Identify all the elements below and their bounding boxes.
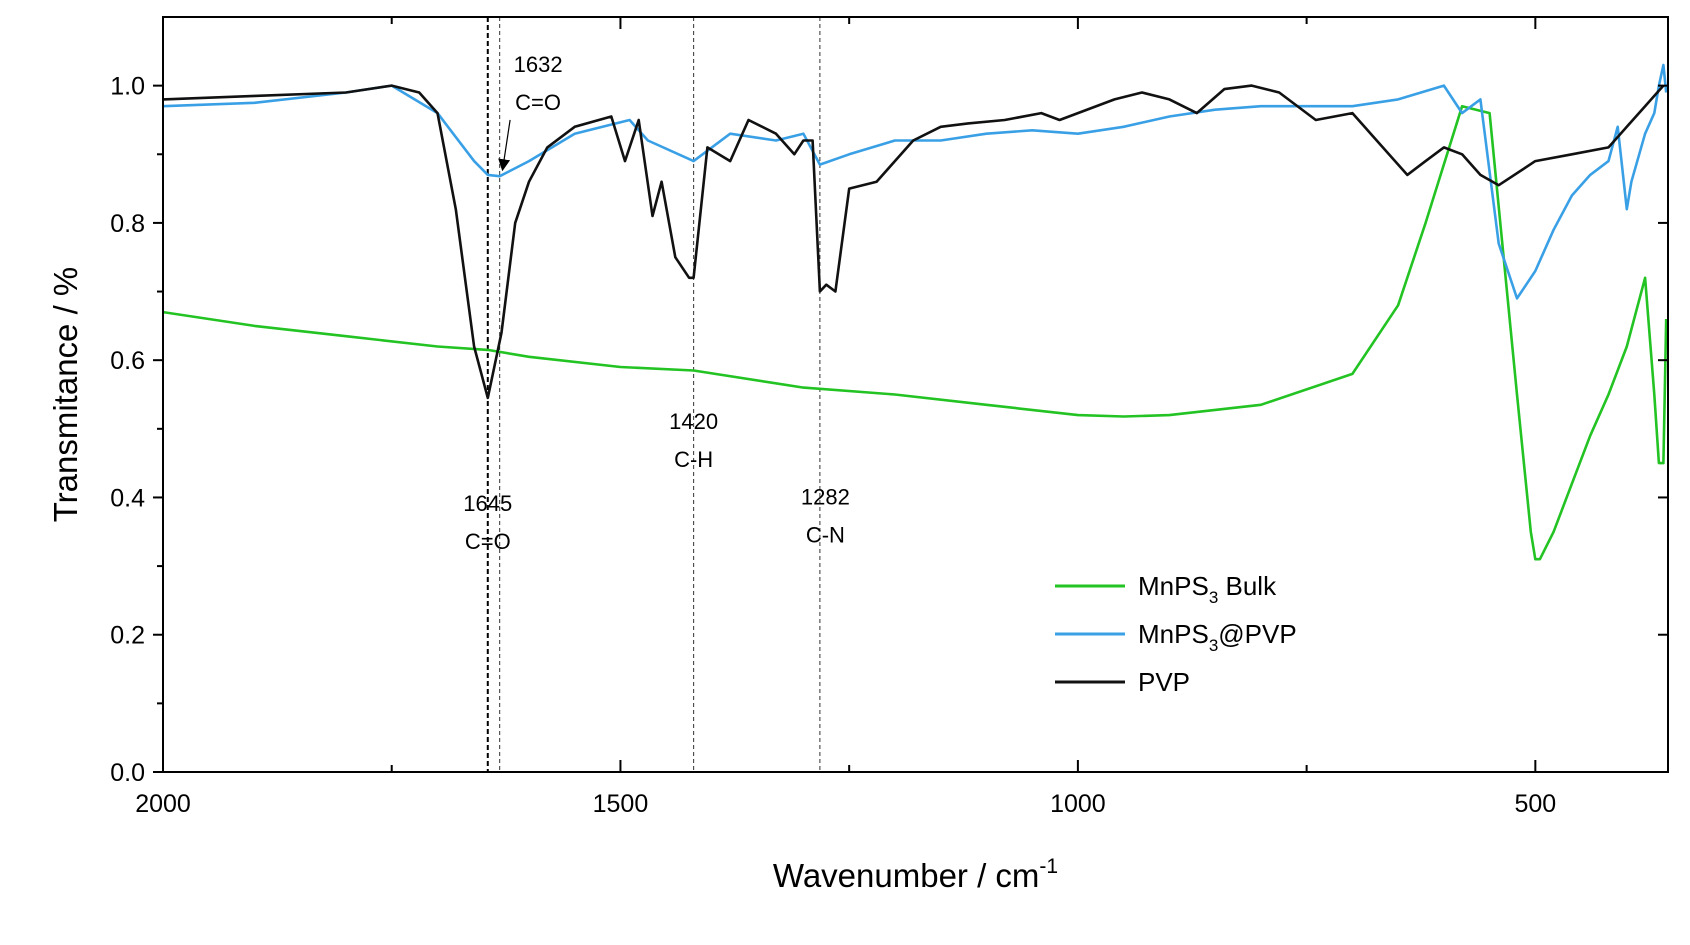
x-tick-label: 2000: [135, 790, 191, 818]
annotation-1645-line-1: 1645: [463, 491, 512, 516]
y-tick-label: 0.0: [110, 759, 145, 787]
legend-label-3: PVP: [1138, 667, 1190, 697]
legend-label-subscript: 3: [1209, 588, 1218, 607]
annotation-1632-line-2: C=O: [515, 90, 561, 115]
legend-label-base: MnPS: [1138, 571, 1209, 601]
x-tick-label: 1500: [593, 790, 649, 818]
legend-label-rest: Bulk: [1218, 571, 1277, 601]
y-tick-label: 0.2: [110, 622, 145, 650]
legend-label-base: MnPS: [1138, 619, 1209, 649]
x-axis-title: Wavenumber / cm-1: [773, 855, 1058, 894]
annotation-1632-line-1: 1632: [514, 52, 563, 77]
annotation-arrow-1632: [498, 119, 511, 172]
series-line-3: [163, 84, 1665, 400]
y-tick-label: 1.0: [110, 73, 145, 101]
legend-label-subscript: 3: [1209, 636, 1218, 655]
annotation-1282-line-2: C-N: [806, 522, 845, 547]
series-group: [163, 63, 1668, 561]
x-tick-label: 1000: [1050, 790, 1106, 818]
x-axis-title-superscript: -1: [1039, 855, 1058, 878]
legend-label-1: MnPS3 Bulk: [1138, 571, 1277, 607]
series-line-1: [163, 104, 1668, 561]
y-tick-label: 0.6: [110, 347, 145, 375]
annotation-1420-line-2: C-H: [674, 447, 713, 472]
series-line-2: [163, 63, 1668, 300]
legend-label-base: PVP: [1138, 667, 1190, 697]
annotation-1420-line-1: 1420: [669, 409, 718, 434]
y-tick-label: 0.4: [110, 484, 145, 512]
annotation-1645-line-2: C=O: [465, 529, 511, 554]
x-tick-label: 500: [1514, 790, 1556, 818]
annotation-1282-line-1: 1282: [801, 484, 850, 509]
plot-frame: [162, 16, 1669, 773]
legend-label-2: MnPS3@PVP: [1138, 619, 1297, 655]
legend-label-rest: @PVP: [1218, 619, 1296, 649]
y-tick-label: 0.8: [110, 210, 145, 238]
y-axis-title: Transmitance / %: [47, 267, 84, 523]
